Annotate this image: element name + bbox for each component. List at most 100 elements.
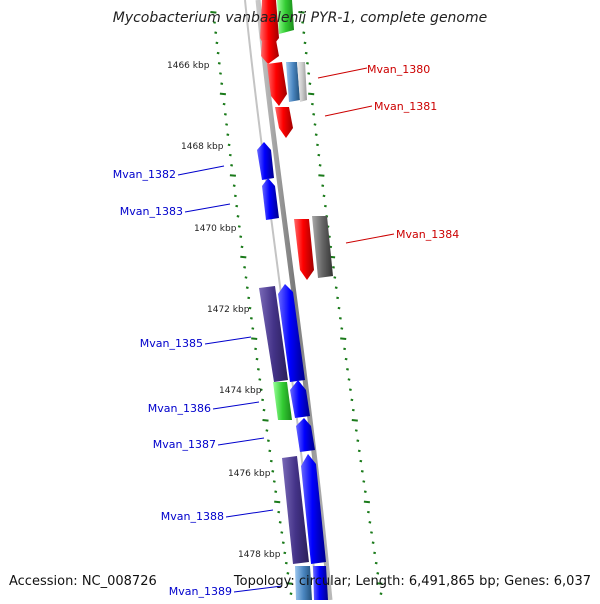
gene-mvan-1389-steel[interactable]: [295, 566, 312, 600]
outer-tick: [301, 21, 305, 24]
outer-tick: [379, 592, 383, 595]
gene-mvan-1380[interactable]: [267, 62, 287, 106]
outer-tick: [354, 429, 358, 432]
gene-mvan-1385-cluster[interactable]: [259, 286, 288, 382]
outer-tick: [306, 62, 309, 65]
inner-tick: [256, 368, 260, 371]
leader-mvan-1382: [177, 165, 225, 176]
inner-tick: [217, 62, 221, 65]
gene-top-red-2[interactable]: [261, 40, 279, 64]
gene-mvan-1389[interactable]: [313, 566, 328, 600]
label-mvan-1386[interactable]: Mvan_1386: [148, 402, 211, 415]
gene-mvan-1386[interactable]: [273, 382, 292, 420]
gene-mvan-1383[interactable]: [262, 178, 279, 220]
inner-tick: [237, 225, 241, 228]
gene-mvan-1385[interactable]: [278, 284, 305, 382]
outer-tick: [340, 327, 344, 330]
outer-tick: [362, 480, 366, 483]
inner-tick: [240, 255, 247, 259]
leader-mvan-1389: [233, 585, 283, 593]
inner-tick: [236, 215, 240, 218]
inner-tick: [240, 245, 244, 249]
inner-tick: [286, 582, 293, 585]
gene-top-red[interactable]: [260, 0, 279, 52]
inner-tick: [266, 439, 270, 442]
leader-mvan-1380: [317, 67, 368, 79]
outer-tick: [346, 368, 349, 371]
inner-tick: [228, 153, 232, 157]
gene-mvan-1384[interactable]: [294, 219, 314, 280]
inner-tick: [247, 296, 251, 300]
label-mvan-1388[interactable]: Mvan_1388: [161, 510, 224, 523]
ruler-label-1472: 1472 kbp: [207, 305, 250, 315]
inner-tick: [269, 459, 273, 463]
gene-mvan-1388[interactable]: [301, 454, 326, 564]
inner-tick: [227, 143, 231, 147]
label-mvan-1384[interactable]: Mvan_1384: [396, 228, 459, 241]
inner-tick: [210, 11, 217, 14]
inner-tick: [255, 357, 259, 361]
outer-tick: [318, 174, 325, 177]
inner-tick: [262, 419, 269, 422]
label-mvan-1389[interactable]: Mvan_1389: [169, 585, 232, 598]
gene-mvan-1382[interactable]: [257, 142, 274, 180]
gene-labels: Mvan_1380 Mvan_1381 Mvan_1384 Mvan_1382 …: [113, 63, 459, 598]
label-mvan-1385[interactable]: Mvan_1385: [140, 337, 203, 350]
inner-tick: [233, 194, 237, 198]
outer-tick: [359, 459, 363, 463]
outer-tick: [376, 572, 380, 575]
inner-tick: [265, 429, 269, 432]
label-mvan-1382[interactable]: Mvan_1382: [113, 168, 176, 181]
inner-tick: [226, 133, 230, 136]
gene-steel-segment[interactable]: [286, 62, 300, 102]
inner-tick: [277, 510, 281, 514]
outer-tick: [351, 408, 355, 412]
inner-tick: [261, 398, 265, 402]
forward-genes: [260, 0, 333, 280]
gene-light-segment[interactable]: [297, 62, 307, 102]
ruler-labels: 1466 kbp 1468 kbp 1470 kbp 1472 kbp 1474…: [167, 61, 281, 560]
outer-tick: [374, 561, 378, 565]
ruler-label-1478: 1478 kbp: [238, 550, 281, 560]
outer-tick: [360, 470, 364, 473]
label-mvan-1380[interactable]: Mvan_1380: [367, 63, 430, 76]
inner-tick: [222, 102, 226, 106]
inner-tick: [258, 378, 262, 381]
gene-mvan-1384-pseudo[interactable]: [312, 216, 333, 278]
inner-tick: [223, 113, 227, 116]
outer-tick: [314, 133, 318, 136]
gene-top-green[interactable]: [277, 0, 294, 34]
outer-tick: [340, 337, 347, 340]
outer-tick: [347, 378, 351, 381]
gene-mvan-1388-cluster[interactable]: [282, 456, 309, 564]
inner-tick: [230, 164, 234, 167]
inner-tick: [274, 490, 278, 493]
outer-tick: [308, 92, 315, 96]
leader-mvan-1381: [324, 105, 373, 117]
outer-tick: [363, 500, 370, 504]
gene-mvan-1381[interactable]: [275, 107, 293, 138]
outer-tick: [371, 541, 375, 544]
outer-tick: [313, 123, 317, 126]
outer-tick: [333, 276, 337, 279]
outer-tick: [337, 306, 341, 310]
leader-mvan-1387: [217, 437, 265, 446]
ruler-label-1470: 1470 kbp: [194, 224, 237, 234]
outer-tick: [321, 184, 325, 187]
leader-mvan-1385: [204, 336, 252, 345]
label-mvan-1383[interactable]: Mvan_1383: [120, 205, 183, 218]
outer-tick: [312, 113, 316, 116]
label-mvan-1381[interactable]: Mvan_1381: [374, 100, 437, 113]
gene-mvan-1386-blue[interactable]: [290, 380, 310, 418]
outer-tick: [318, 164, 322, 167]
inner-tick: [286, 572, 290, 575]
gene-mvan-1387[interactable]: [296, 418, 315, 452]
outer-tick: [343, 347, 347, 351]
outer-tick: [338, 317, 342, 320]
inner-tick: [219, 72, 222, 75]
leader-mvan-1388: [225, 509, 274, 518]
label-mvan-1387[interactable]: Mvan_1387: [153, 438, 216, 451]
inner-tick: [216, 51, 220, 55]
inner-tick: [268, 449, 272, 453]
